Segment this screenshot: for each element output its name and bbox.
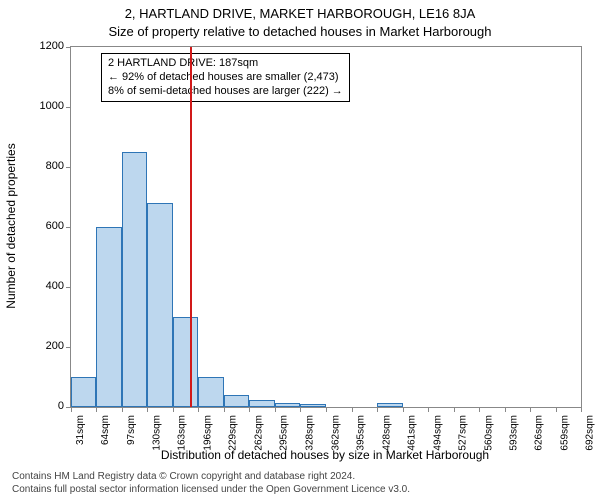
x-tick-label: 97sqm [126,415,137,445]
footer-line-1: Contains HM Land Registry data © Crown c… [12,471,410,484]
histogram-bar [300,404,326,407]
y-tick-label: 1200 [40,40,64,52]
x-tick-label: 295sqm [279,415,290,451]
x-tick-mark [173,407,174,412]
y-tick-label: 600 [46,220,64,232]
x-tick-mark [428,407,429,412]
x-tick-label: 461sqm [407,415,418,451]
x-tick-mark [300,407,301,412]
y-tick-label: 1000 [40,100,64,112]
y-tick-mark [66,167,71,168]
x-tick-mark [454,407,455,412]
histogram-bar [198,377,223,407]
y-tick-mark [66,107,71,108]
x-tick-mark [224,407,225,412]
annotation-line-3: 8% of semi-detached houses are larger (2… [108,85,343,99]
title-main: 2, HARTLAND DRIVE, MARKET HARBOROUGH, LE… [0,6,600,21]
y-tick-label: 0 [58,400,64,412]
x-tick-label: 395sqm [356,415,367,451]
x-tick-label: 196sqm [202,415,213,451]
x-tick-label: 229sqm [228,415,239,451]
x-tick-label: 560sqm [483,415,494,451]
x-tick-label: 64sqm [100,415,111,445]
y-tick-label: 800 [46,160,64,172]
histogram-bar [122,152,147,407]
annotation-box: 2 HARTLAND DRIVE: 187sqm ← 92% of detach… [101,53,350,102]
histogram-bar [377,403,402,408]
x-axis-title: Distribution of detached houses by size … [70,448,580,462]
histogram-bar [275,403,300,408]
x-tick-label: 494sqm [432,415,443,451]
x-tick-mark [275,407,276,412]
reference-line [190,47,192,407]
x-tick-mark [505,407,506,412]
x-tick-mark [198,407,199,412]
y-tick-mark [66,227,71,228]
histogram-bar [173,317,198,407]
y-tick-mark [66,347,71,348]
x-tick-mark [403,407,404,412]
x-tick-mark [352,407,353,412]
histogram-bar [71,377,96,407]
x-tick-label: 31sqm [75,415,86,445]
x-tick-label: 527sqm [458,415,469,451]
x-tick-mark [147,407,148,412]
x-tick-mark [530,407,531,412]
x-tick-mark [249,407,250,412]
x-tick-mark [377,407,378,412]
x-tick-label: 593sqm [509,415,520,451]
x-tick-mark [581,407,582,412]
x-tick-label: 163sqm [177,415,188,451]
x-tick-label: 692sqm [585,415,596,451]
y-axis: 020040060080010001200 [0,46,70,406]
x-tick-label: 626sqm [534,415,545,451]
x-tick-label: 328sqm [304,415,315,451]
histogram-bar [96,227,121,407]
histogram-bar [147,203,172,407]
histogram-bar [249,400,274,408]
x-tick-mark [71,407,72,412]
x-tick-label: 130sqm [151,415,162,451]
x-tick-label: 362sqm [330,415,341,451]
annotation-line-1: 2 HARTLAND DRIVE: 187sqm [108,57,343,71]
x-tick-mark [122,407,123,412]
annotation-line-2: ← 92% of detached houses are smaller (2,… [108,71,343,85]
footer-line-2: Contains full postal sector information … [12,484,410,497]
histogram-bar [224,395,249,407]
y-tick-mark [66,287,71,288]
x-tick-mark [96,407,97,412]
x-tick-label: 428sqm [381,415,392,451]
x-tick-label: 659sqm [560,415,571,451]
y-tick-mark [66,47,71,48]
x-tick-mark [556,407,557,412]
x-tick-label: 262sqm [253,415,264,451]
chart-plot-area: 2 HARTLAND DRIVE: 187sqm ← 92% of detach… [70,46,582,408]
footer: Contains HM Land Registry data © Crown c… [12,471,410,496]
y-tick-label: 200 [46,340,64,352]
title-sub: Size of property relative to detached ho… [0,24,600,39]
y-tick-label: 400 [46,280,64,292]
x-tick-mark [479,407,480,412]
x-tick-mark [326,407,327,412]
